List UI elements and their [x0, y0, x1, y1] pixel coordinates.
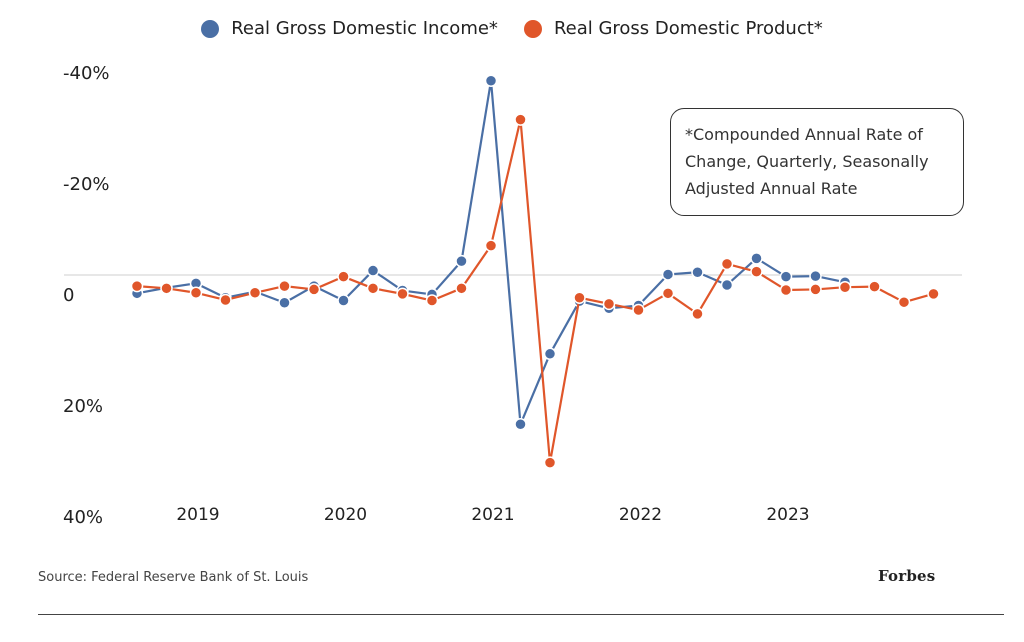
data-point[interactable]: [455, 254, 468, 268]
series-layer: [130, 74, 940, 469]
data-point[interactable]: [661, 268, 675, 281]
data-point[interactable]: [838, 280, 852, 294]
y-tick-label: 0: [63, 285, 74, 306]
data-point[interactable]: [543, 347, 557, 361]
data-point[interactable]: [868, 280, 881, 293]
data-point[interactable]: [130, 279, 144, 293]
data-point[interactable]: [661, 287, 675, 300]
data-point[interactable]: [720, 278, 734, 292]
data-point[interactable]: [337, 294, 350, 307]
brand-logo: Forbes: [878, 567, 936, 585]
data-point[interactable]: [248, 286, 262, 300]
data-point[interactable]: [720, 257, 734, 271]
series-gdp: [130, 113, 940, 469]
data-point[interactable]: [337, 270, 350, 283]
source-caption: Source: Federal Reserve Bank of St. Loui…: [38, 570, 309, 585]
x-tick-label: 2021: [471, 505, 514, 525]
data-point[interactable]: [573, 291, 586, 305]
x-axis-ticks: 2019 2020 2021 2022 2023: [176, 505, 809, 525]
data-point[interactable]: [484, 74, 498, 87]
data-point[interactable]: [189, 286, 203, 300]
data-point[interactable]: [632, 303, 645, 317]
legend-label-gdi: Real Gross Domestic Income*: [231, 18, 498, 39]
data-point[interactable]: [396, 287, 409, 301]
y-tick-label: -20%: [63, 174, 110, 195]
data-point[interactable]: [543, 456, 557, 469]
data-point[interactable]: [602, 297, 616, 311]
x-tick-label: 2022: [619, 505, 662, 525]
legend-item-gdi[interactable]: Real Gross Domestic Income*: [201, 18, 498, 39]
data-point[interactable]: [278, 279, 291, 293]
footnote-box: *Compounded Annual Rate of Change, Quart…: [670, 108, 964, 216]
legend-swatch-gdp: [523, 19, 542, 38]
data-point[interactable]: [809, 269, 822, 283]
y-tick-label: 40%: [63, 507, 103, 528]
legend-swatch-gdi: [201, 19, 220, 38]
x-tick-label: 2019: [176, 505, 219, 525]
data-point[interactable]: [514, 418, 527, 431]
x-tick-label: 2020: [324, 505, 367, 525]
data-point[interactable]: [455, 282, 468, 295]
data-point[interactable]: [750, 265, 763, 278]
legend-label-gdp: Real Gross Domestic Product*: [553, 18, 823, 39]
x-tick-label: 2023: [766, 505, 809, 525]
bottom-divider: [38, 614, 1004, 615]
data-point[interactable]: [809, 283, 822, 296]
data-point[interactable]: [425, 294, 439, 307]
data-point[interactable]: [779, 283, 793, 297]
data-point[interactable]: [514, 113, 527, 126]
series-line: [136, 118, 934, 464]
data-point[interactable]: [307, 283, 321, 296]
data-point[interactable]: [366, 282, 380, 295]
chart-legend: Real Gross Domestic Income* Real Gross D…: [0, 18, 1024, 39]
data-point[interactable]: [927, 287, 940, 301]
data-point[interactable]: [897, 295, 911, 309]
legend-item-gdp[interactable]: Real Gross Domestic Product*: [523, 18, 823, 39]
data-point[interactable]: [779, 270, 793, 283]
data-point[interactable]: [278, 296, 291, 309]
data-point[interactable]: [219, 293, 232, 307]
y-tick-label: -40%: [63, 63, 110, 84]
data-point[interactable]: [691, 265, 704, 279]
data-point[interactable]: [484, 239, 498, 252]
line-chart: -40% -20% 0 20% 40% 2019 2020 2021 2022 2023: [63, 63, 962, 528]
y-tick-label: 20%: [63, 396, 103, 417]
data-point[interactable]: [160, 282, 173, 295]
data-point[interactable]: [366, 264, 380, 277]
data-point[interactable]: [750, 252, 763, 265]
data-point[interactable]: [691, 307, 704, 321]
footnote-text: *Compounded Annual Rate of Change, Quart…: [685, 125, 929, 198]
y-axis-ticks: -40% -20% 0 20% 40%: [63, 63, 110, 528]
